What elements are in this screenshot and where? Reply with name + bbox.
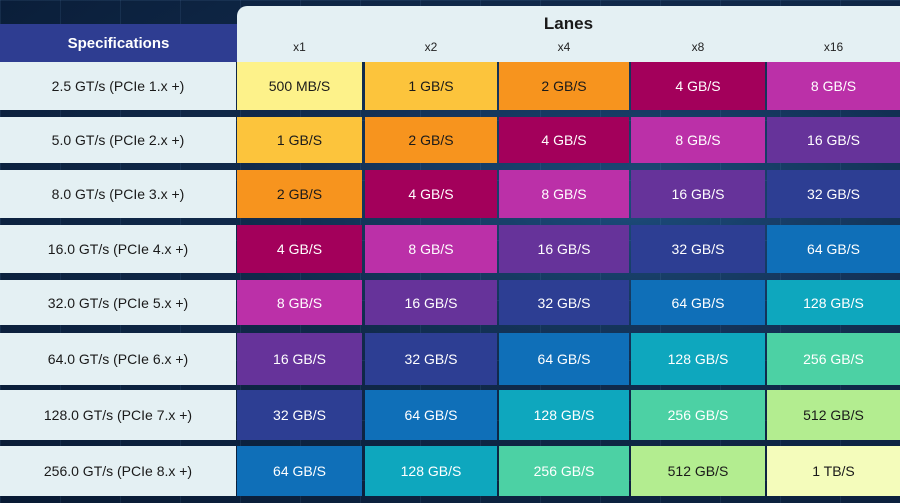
bandwidth-cell: 8 GB/S	[365, 225, 497, 273]
specifications-header: Specifications	[0, 24, 237, 62]
bandwidth-cell: 16 GB/S	[237, 333, 362, 385]
bandwidth-cell: 32 GB/S	[237, 390, 362, 440]
spec-label: 64.0 GT/s (PCIe 6.x +)	[0, 333, 236, 385]
bandwidth-cell: 32 GB/S	[365, 333, 497, 385]
bandwidth-cell: 32 GB/S	[499, 280, 629, 325]
bandwidth-cell: 2 GB/S	[237, 170, 362, 218]
bandwidth-cell: 128 GB/S	[767, 280, 900, 325]
bandwidth-cell: 128 GB/S	[499, 390, 629, 440]
lane-label-x16: x16	[823, 40, 844, 54]
bandwidth-cell: 32 GB/S	[631, 225, 765, 273]
bandwidth-cell: 256 GB/S	[631, 390, 765, 440]
bandwidth-cell: 8 GB/S	[499, 170, 629, 218]
bandwidth-cell: 8 GB/S	[631, 117, 765, 163]
bandwidth-cell: 2 GB/S	[365, 117, 497, 163]
bandwidth-cell: 64 GB/S	[499, 333, 629, 385]
lanes-title: Lanes	[543, 14, 594, 33]
bandwidth-cell: 4 GB/S	[631, 62, 765, 110]
spec-label: 32.0 GT/s (PCIe 5.x +)	[0, 280, 236, 325]
lanes-header: Lanes x1 x2 x4 x8 x16	[237, 6, 900, 62]
bandwidth-cell: 8 GB/S	[767, 62, 900, 110]
bandwidth-cell: 64 GB/S	[767, 225, 900, 273]
bandwidth-cell: 2 GB/S	[499, 62, 629, 110]
spec-label: 8.0 GT/s (PCIe 3.x +)	[0, 170, 236, 218]
bandwidth-cell: 128 GB/S	[631, 333, 765, 385]
lane-label-x2: x2	[424, 40, 438, 54]
spec-label: 16.0 GT/s (PCIe 4.x +)	[0, 225, 236, 273]
bandwidth-cell: 1 TB/S	[767, 446, 900, 496]
bandwidth-cell: 512 GB/S	[767, 390, 900, 440]
bandwidth-cell: 16 GB/S	[499, 225, 629, 273]
bandwidth-cell: 512 GB/S	[631, 446, 765, 496]
bandwidth-cell: 1 GB/S	[365, 62, 497, 110]
bandwidth-cell: 4 GB/S	[499, 117, 629, 163]
spec-label: 128.0 GT/s (PCIe 7.x +)	[0, 390, 236, 440]
bandwidth-cell: 8 GB/S	[237, 280, 362, 325]
bandwidth-cell: 16 GB/S	[365, 280, 497, 325]
spec-label: 256.0 GT/s (PCIe 8.x +)	[0, 446, 236, 496]
lane-label-x8: x8	[691, 40, 705, 54]
bandwidth-cell: 4 GB/S	[365, 170, 497, 218]
lane-label-x1: x1	[293, 40, 306, 54]
bandwidth-cell: 1 GB/S	[237, 117, 362, 163]
bandwidth-cell: 32 GB/S	[767, 170, 900, 218]
bandwidth-cell: 256 GB/S	[767, 333, 900, 385]
bandwidth-cell: 128 GB/S	[365, 446, 497, 496]
bandwidth-cell: 64 GB/S	[365, 390, 497, 440]
bandwidth-cell: 4 GB/S	[237, 225, 362, 273]
spec-label: 2.5 GT/s (PCIe 1.x +)	[0, 62, 236, 110]
bandwidth-cell: 64 GB/S	[237, 446, 362, 496]
bandwidth-cell: 256 GB/S	[499, 446, 629, 496]
spec-label: 5.0 GT/s (PCIe 2.x +)	[0, 117, 236, 163]
bandwidth-cell: 16 GB/S	[767, 117, 900, 163]
bandwidth-cell: 64 GB/S	[631, 280, 765, 325]
lane-label-x4: x4	[557, 40, 571, 54]
bandwidth-cell: 500 MB/S	[237, 62, 362, 110]
bandwidth-cell: 16 GB/S	[631, 170, 765, 218]
